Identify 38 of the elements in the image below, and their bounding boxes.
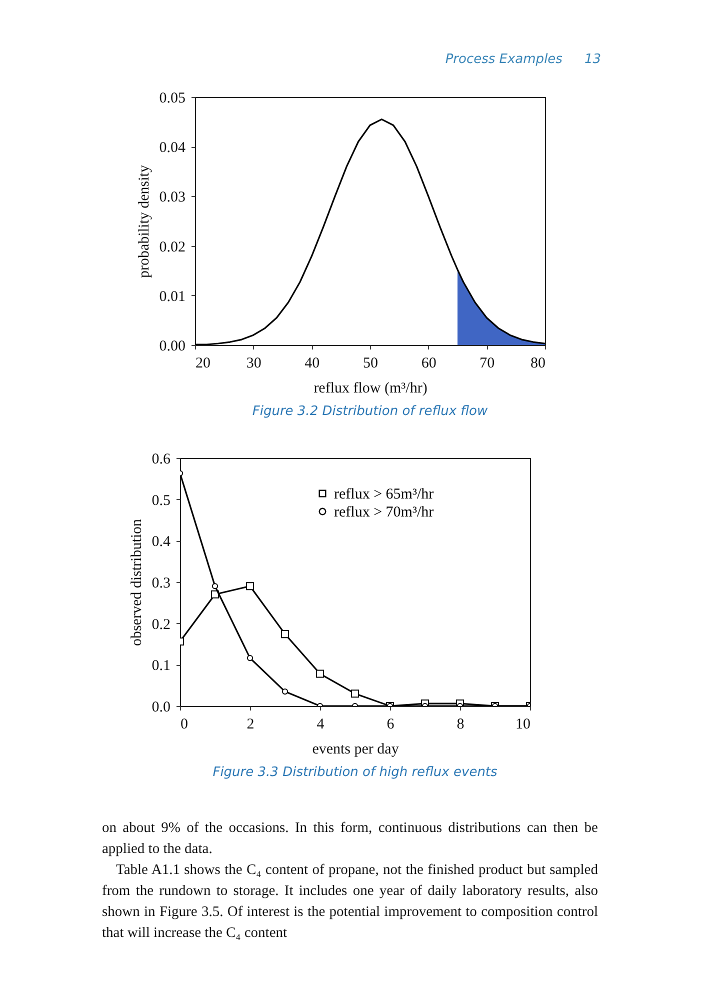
x-tick-label: 6 (386, 716, 395, 732)
x-tick-label: 8 (456, 716, 464, 732)
legend-label: reflux > 70m³/hr (334, 504, 434, 520)
x-tick-label: 80 (530, 356, 546, 372)
x-tick-label: 60 (421, 356, 436, 372)
text: Figure 3.3 Distribution of high reflux events (212, 765, 498, 780)
x-tick-label: 4 (316, 716, 325, 732)
text: Process Examples (445, 52, 562, 67)
y-tick-label: 0.02 (159, 239, 186, 256)
x-tick-label: 70 (480, 356, 495, 372)
y-tick-label: 0.00 (159, 338, 186, 354)
x-axis-title: events per day (312, 742, 400, 758)
y-tick-label: 0.6 (152, 452, 171, 468)
y-tick-label: 0.2 (152, 616, 170, 633)
text: 13 (584, 52, 601, 67)
y-tick-label: 0.3 (152, 576, 170, 592)
x-tick-label: 50 (363, 356, 378, 372)
y-tick-label: 0.03 (159, 190, 186, 206)
text: Figure 3.2 Distribution of reflux flow (252, 404, 488, 419)
y-tick-label: 0.0 (152, 700, 170, 716)
y-tick-label: 0.4 (152, 534, 171, 550)
legend-label: reflux > 65m³/hr (334, 486, 434, 502)
x-axis-title: reflux flow (m³/hr) (314, 380, 428, 396)
x-tick-label: 10 (516, 716, 530, 732)
y-tick-label: 0.5 (152, 492, 170, 509)
caption: Table A1.1 shows the C₄ content of propane, not the finished product but sampled from the rundown to storage. It includes one year of daily laboratory results, also shown in Figure 3.5. Of interest is the potential improvement to composition control that will increase the C₄ content (102, 861, 598, 943)
text: on about 9% of the occasions. In this form, continuous distributions can then be applied to the data. (102, 819, 598, 859)
x-tick-label: 40 (304, 356, 320, 372)
y-tick-label: 0.04 (159, 140, 186, 156)
x-tick-label: 2 (246, 716, 254, 732)
x-tick-label: 0 (180, 716, 188, 732)
x-tick-label: 20 (196, 356, 210, 372)
y-tick-label: 0.1 (152, 658, 170, 674)
y-tick-label: 0.01 (159, 288, 186, 305)
y-tick-label: 0.05 (159, 90, 186, 106)
y-axis-title: observed distribution (128, 518, 145, 646)
x-tick-label: 30 (246, 356, 262, 372)
y-axis-title: probability density (136, 164, 152, 278)
